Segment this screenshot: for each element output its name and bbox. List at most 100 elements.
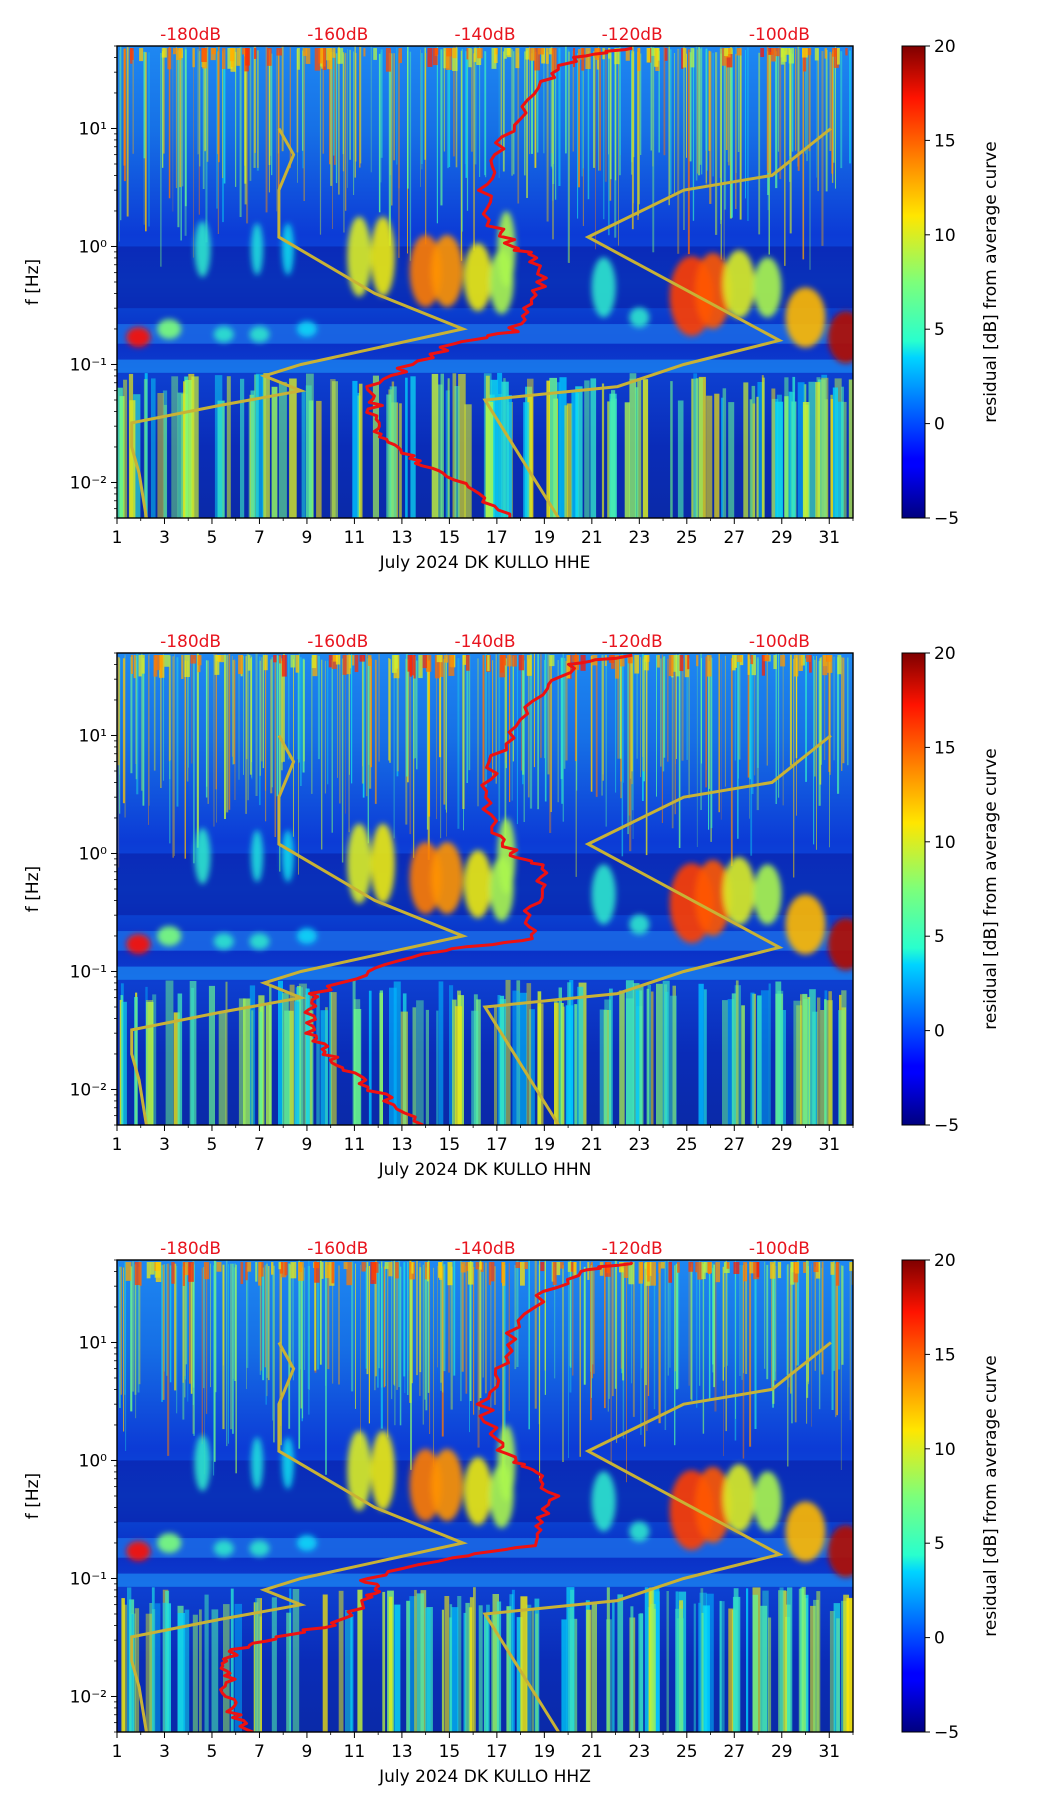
x-tick-label: 25 — [676, 1135, 698, 1155]
colorbar-tick-label: 0 — [934, 1629, 945, 1649]
colorbar-tick-label: 0 — [934, 1022, 945, 1042]
heatmap-events — [126, 818, 853, 971]
x-tick-label: 29 — [771, 1135, 793, 1155]
x-tick-label: 9 — [302, 1742, 313, 1762]
panel-hhz: 1 3 5 7 9 11 13 15 17 19 21 23 25 27 29 3110⁻²10⁻¹10⁰10… — [23, 1239, 1001, 1787]
db-scale-label: -180dB — [160, 1239, 221, 1259]
colorbar-gradient — [901, 45, 926, 519]
db-scale-label: -140dB — [454, 1239, 515, 1259]
colorbar: 20 15 10 5 0 −5 residual [dB] from average cur… — [901, 644, 1001, 1136]
x-tick-label: 31 — [818, 528, 840, 548]
psd-curve — [365, 46, 633, 518]
heatmap-lf-streaks — [117, 372, 853, 518]
x-tick-label: 27 — [723, 1742, 745, 1762]
x-tick-label: 27 — [723, 1135, 745, 1155]
x-axis-label: July 2024 DK KULLO HHE — [379, 553, 591, 573]
x-tick-label: 23 — [629, 528, 651, 548]
heatmap-band-low — [117, 1573, 853, 1587]
colorbar-tick-label: 15 — [934, 738, 956, 758]
noise-model-high-model — [482, 127, 832, 519]
x-tick-label: 5 — [207, 1742, 218, 1762]
spectrogram-heatmap — [117, 46, 853, 518]
colorbar-tick-label: 10 — [934, 1440, 956, 1460]
x-tick-label: 11 — [344, 1742, 366, 1762]
colorbar-gradient — [901, 1259, 926, 1733]
x-tick-label: 13 — [391, 1742, 413, 1762]
noise-model-low-model — [130, 734, 468, 1126]
y-tick-label: 10¹ — [79, 119, 107, 139]
y-tick-label: 10⁰ — [79, 844, 108, 864]
db-scale-label: -100dB — [749, 632, 810, 652]
heatmap-lf-streaks — [119, 979, 847, 1125]
colorbar-tick-label: 15 — [934, 131, 956, 151]
panel-hhe: 1 3 5 7 9 11 13 15 17 19 21 23 25 27 29 3110⁻²10⁻¹10⁰10… — [23, 25, 1001, 573]
x-tick-label: 11 — [344, 1135, 366, 1155]
y-tick-label: 10⁻¹ — [70, 355, 107, 375]
x-tick-label: 11 — [344, 528, 366, 548]
x-axis-label: July 2024 DK KULLO HHN — [378, 1160, 592, 1180]
db-scale-label: -140dB — [454, 25, 515, 45]
heatmap-hf-streaks — [119, 1260, 853, 1483]
heatmap-hf-streaks — [119, 46, 853, 270]
spectrogram-heatmap — [117, 1260, 853, 1732]
x-tick-label: 31 — [818, 1742, 840, 1762]
heatmap-band-low — [117, 966, 853, 980]
x-tick-label: 19 — [534, 1742, 556, 1762]
x-tick-label: 5 — [207, 528, 218, 548]
x-tick-label: 7 — [254, 1742, 265, 1762]
x-tick-label: 29 — [771, 528, 793, 548]
db-scale-label: -160dB — [307, 632, 368, 652]
noise-model-high-model — [482, 734, 832, 1126]
heatmap-events — [126, 1425, 853, 1578]
colorbar-tick-label: 20 — [934, 1251, 956, 1271]
x-tick-label: 23 — [629, 1742, 651, 1762]
y-axis-label: f [Hz] — [23, 1473, 43, 1519]
heatmap-hf-streaks — [117, 653, 853, 878]
colorbar-tick-label: 5 — [934, 1534, 945, 1554]
x-tick-label: 25 — [676, 528, 698, 548]
y-tick-label: 10⁰ — [79, 1451, 108, 1471]
colorbar: 20 15 10 5 0 −5 residual [dB] from average cur… — [901, 1251, 1001, 1743]
db-scale-label: -100dB — [749, 1239, 810, 1259]
x-axis-label: July 2024 DK KULLO HHZ — [378, 1767, 591, 1787]
y-tick-label: 10⁻¹ — [70, 962, 107, 982]
y-tick-label: 10⁻² — [70, 1080, 107, 1100]
psd-curve — [303, 653, 633, 1125]
y-tick-label: 10⁻² — [70, 473, 107, 493]
db-scale-label: -120dB — [602, 1239, 663, 1259]
x-tick-label: 19 — [534, 1135, 556, 1155]
colorbar-tick-label: −5 — [934, 1116, 959, 1136]
x-tick-label: 9 — [302, 1135, 313, 1155]
x-tick-label: 21 — [581, 1135, 603, 1155]
psd-curve — [219, 1261, 634, 1732]
x-tick-label: 13 — [391, 1135, 413, 1155]
noise-model-high-model — [482, 1341, 832, 1733]
colorbar-tick-label: −5 — [934, 509, 959, 529]
colorbar-tick-label: 10 — [934, 833, 956, 853]
y-axis-label: f [Hz] — [23, 259, 43, 305]
x-tick-label: 17 — [486, 1135, 508, 1155]
x-tick-label: 19 — [534, 528, 556, 548]
x-tick-label: 7 — [254, 1135, 265, 1155]
x-tick-label: 21 — [581, 528, 603, 548]
spectrogram-heatmap — [117, 653, 853, 1125]
x-tick-label: 25 — [676, 1742, 698, 1762]
colorbar-tick-label: 10 — [934, 226, 956, 246]
x-tick-label: 7 — [254, 528, 265, 548]
x-tick-label: 3 — [159, 528, 170, 548]
x-tick-label: 3 — [159, 1742, 170, 1762]
x-tick-label: 15 — [439, 528, 461, 548]
db-scale-label: -180dB — [160, 25, 221, 45]
x-tick-label: 3 — [159, 1135, 170, 1155]
x-tick-label: 1 — [112, 1742, 123, 1762]
colorbar-gradient — [901, 652, 926, 1126]
noise-model-low-model — [130, 127, 468, 519]
x-tick-label: 15 — [439, 1135, 461, 1155]
x-tick-label: 1 — [112, 528, 123, 548]
x-tick-label: 31 — [818, 1135, 840, 1155]
colorbar-label: residual [dB] from average curve — [981, 141, 1001, 422]
heatmap-lf-streaks — [121, 1586, 853, 1732]
x-tick-label: 9 — [302, 528, 313, 548]
db-scale-label: -140dB — [454, 632, 515, 652]
y-tick-label: 10¹ — [79, 726, 107, 746]
